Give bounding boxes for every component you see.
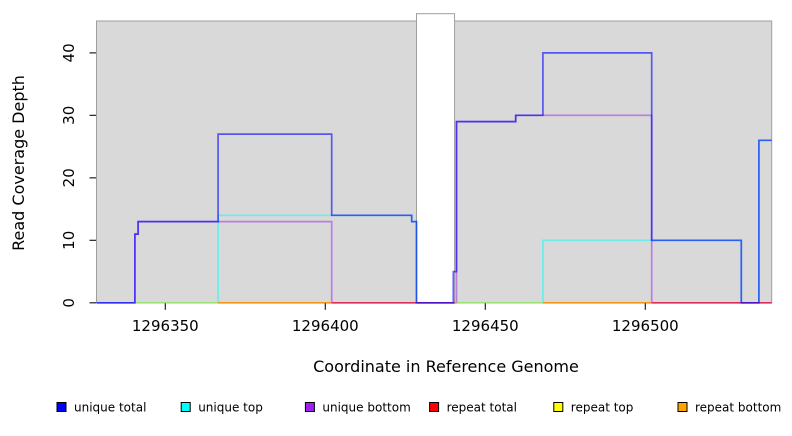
- legend-label: repeat total: [447, 401, 517, 415]
- legend-swatch-unique-total: [56, 402, 67, 412]
- legend-label: unique top: [198, 401, 263, 415]
- masked-region: [416, 13, 456, 304]
- legend-swatch-repeat-total: [429, 402, 440, 412]
- legend-swatch-unique-top: [180, 402, 191, 412]
- x-tick-label: 1296500: [612, 317, 679, 335]
- y-tick-label: 30: [60, 106, 78, 125]
- y-tick-label: 10: [60, 231, 78, 250]
- y-axis-title: Read Coverage Depth: [9, 75, 28, 251]
- legend-label: repeat top: [571, 401, 634, 415]
- legend-swatch-repeat-bottom: [677, 402, 688, 412]
- y-tick-label: 0: [60, 298, 78, 308]
- legend-swatch-repeat-top: [553, 402, 564, 412]
- y-tick-label: 40: [60, 43, 78, 62]
- y-tick-label: 20: [60, 168, 78, 187]
- x-tick-label: 1296350: [132, 317, 199, 335]
- legend-label: unique bottom: [322, 401, 410, 415]
- x-tick-label: 1296400: [292, 317, 359, 335]
- legend-label: unique total: [74, 401, 146, 415]
- x-axis-title: Coordinate in Reference Genome: [313, 357, 579, 376]
- x-tick-label: 1296450: [452, 317, 519, 335]
- legend-swatch-unique-bottom: [304, 402, 315, 412]
- legend-label: repeat bottom: [695, 401, 781, 415]
- series-line-unique-total: [96, 52, 772, 304]
